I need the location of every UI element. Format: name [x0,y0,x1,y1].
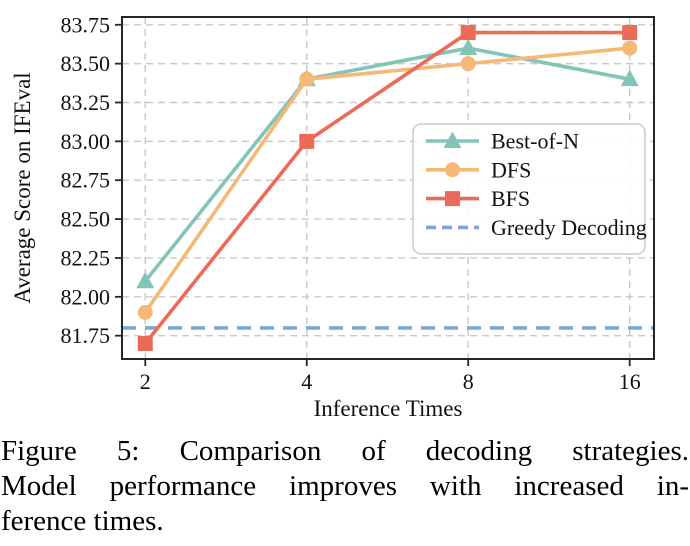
series-marker-dfs [460,56,476,72]
series-marker-dfs [299,71,315,87]
plot-border [121,16,655,360]
series-line-dfs [143,46,632,315]
series-line-bfs [143,30,632,346]
series-line-best-of-n [143,46,632,284]
figure-chart: 81.75 82.00 82.25 82.50 82.75 83.00 83.25 83.50… [10,12,655,421]
y-axis-tick-label: 83.75 [61,12,111,37]
y-axis-tick-label: 83.25 [61,90,111,115]
legend-label-best-of-n: Best-of-N [491,129,579,154]
x-axis-title: Inference Times [314,396,463,421]
legend-label-dfs: DFS [491,157,531,182]
series-marker-best-of-n [620,69,639,87]
y-axis-title: Average Score on IFEval [10,72,35,303]
figure-caption-line: ference times. [1,505,164,537]
y-axis-tick-label: 82.00 [61,284,111,309]
series-dfs [137,40,638,320]
axes: 81.75 82.00 82.25 82.50 82.75 83.00 83.25 83.50… [10,12,641,421]
legend-marker-best-of-n [443,131,462,148]
legend-item-dfs: DFS [426,157,531,182]
y-axis-tick-label: 81.75 [61,323,111,348]
figure-caption-line: Figure 5: Comparison of decoding strateg… [1,435,689,467]
x-axis-tick-label: 4 [301,369,312,394]
figure-caption-line: Model performance improves with increase… [1,470,689,502]
y-axis-tick-label: 82.25 [61,245,111,270]
y-axis-tick-label: 82.75 [61,168,111,193]
y-axis-tick-label: 82.50 [61,207,111,232]
series-marker-dfs [622,40,638,56]
plot-series [122,25,654,351]
series-marker-bfs [299,133,315,149]
legend-label-bfs: BFS [491,186,530,211]
series-marker-best-of-n [136,271,155,289]
legend-box [412,123,646,255]
legend-label-greedy-decoding: Greedy Decoding [491,215,647,240]
series-bfs [137,25,638,351]
legend-marker-bfs [445,191,460,207]
x-axis-tick-label: 2 [140,369,151,394]
y-axis-tick-label: 83.50 [61,51,111,76]
legend-item-greedy-decoding: Greedy Decoding [426,215,647,240]
series-marker-best-of-n [459,38,478,56]
series-marker-bfs [137,335,153,351]
series-marker-dfs [137,304,153,320]
figure-caption: Figure 5: Comparison of decoding strateg… [0,428,690,539]
x-axis-tick-label: 16 [619,369,641,394]
series-marker-bfs [460,25,476,41]
x-axis-tick-label: 8 [463,369,474,394]
legend-item-best-of-n: Best-of-N [426,129,579,154]
legend-item-bfs: BFS [426,186,530,211]
legend: Best-of-N DFS BFS Greedy Decoding [412,123,647,255]
series-marker-bfs [622,25,638,41]
legend-marker-dfs [445,162,460,178]
y-axis-tick-label: 83.00 [61,129,111,154]
